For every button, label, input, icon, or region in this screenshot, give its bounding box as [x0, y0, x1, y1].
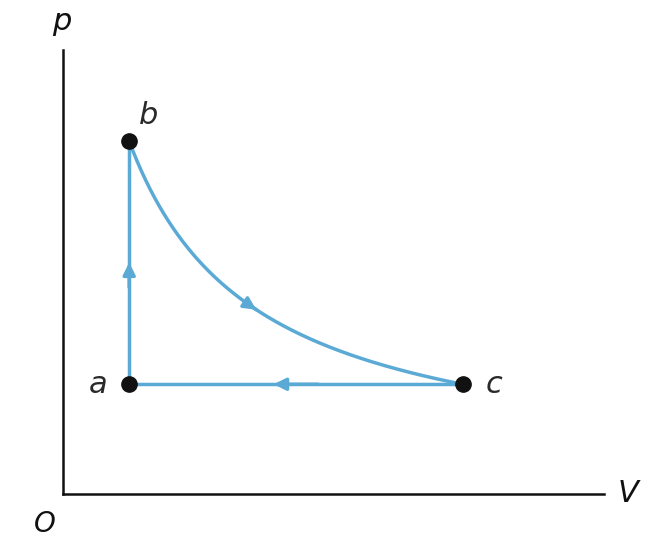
- Text: $b$: $b$: [137, 100, 157, 131]
- Text: $V$: $V$: [617, 478, 642, 509]
- Text: $O$: $O$: [33, 511, 56, 538]
- Text: $c$: $c$: [485, 369, 503, 400]
- Text: $a$: $a$: [88, 369, 107, 400]
- Text: $p$: $p$: [52, 7, 73, 38]
